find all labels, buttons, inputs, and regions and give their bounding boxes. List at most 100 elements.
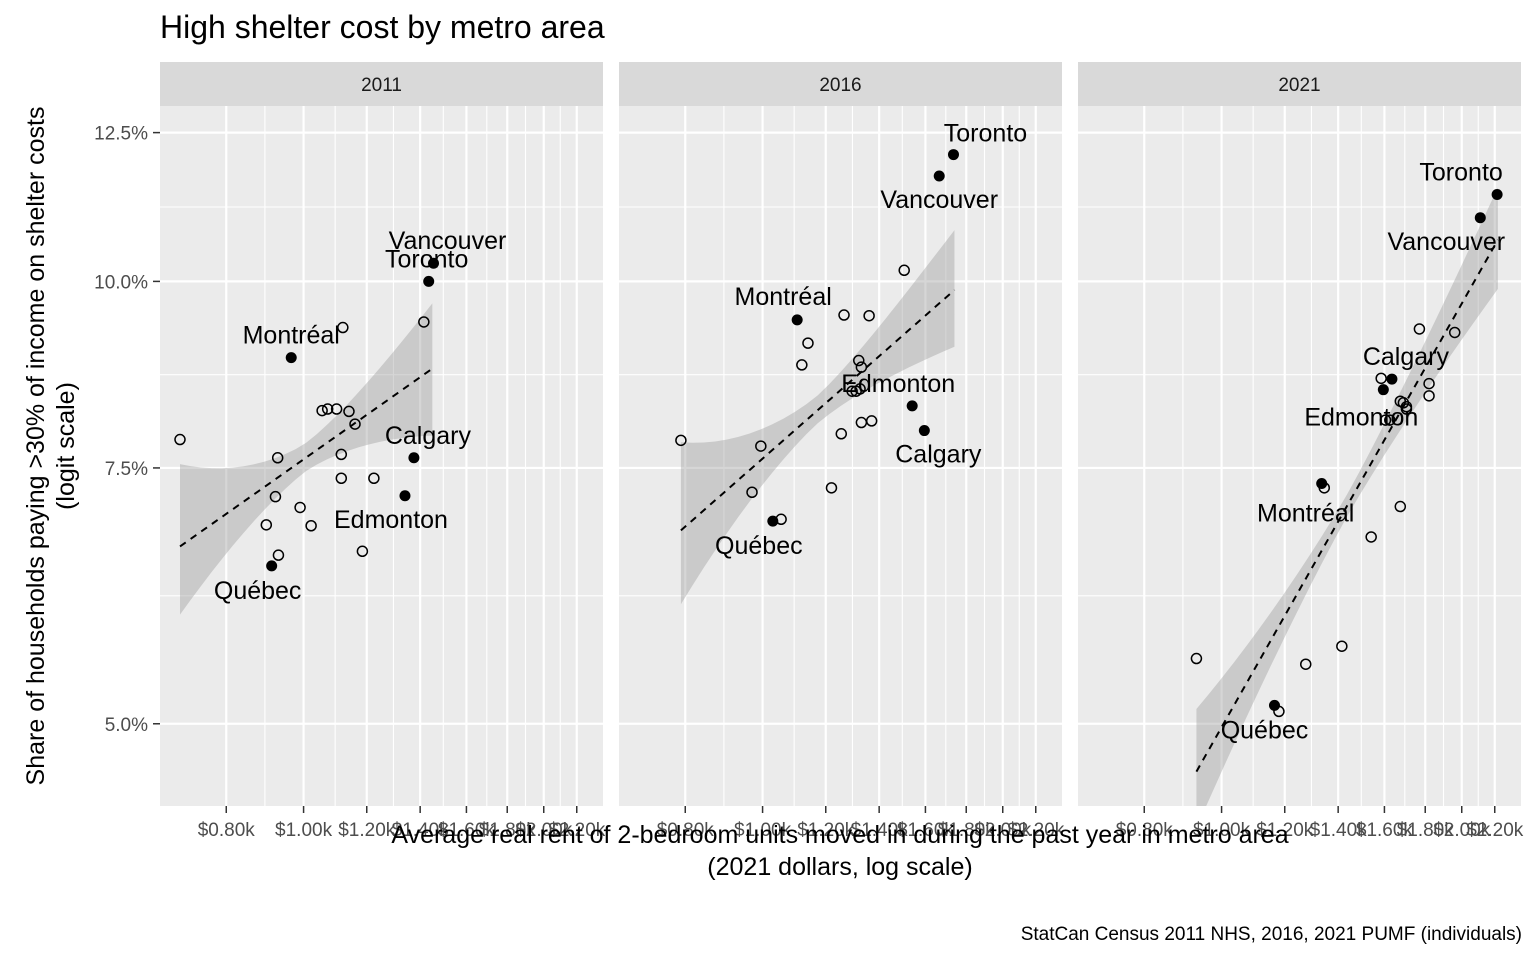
data-point-open	[898, 264, 910, 277]
data-point-open	[838, 309, 850, 321]
data-point-open	[1394, 500, 1407, 513]
x-tick-label: $0.80k	[657, 820, 715, 841]
data-point-open	[1423, 377, 1435, 390]
city-label: Montréal	[735, 283, 832, 311]
panel-background	[1078, 106, 1521, 806]
y-axis: 5.0% 7.5% 10.0% 12.5%	[94, 124, 160, 736]
panel-background	[619, 106, 1062, 806]
x-tick-label: $1.80k	[938, 820, 996, 841]
x-tick-label: $1.40k	[392, 820, 450, 841]
x-tick-label: $2.00k	[1433, 820, 1491, 841]
data-point-open	[846, 385, 858, 397]
data-point-highlighted	[918, 425, 930, 437]
x-tick-label: $1.00k	[1193, 820, 1251, 841]
data-point-open	[865, 415, 878, 427]
city-label: Calgary	[385, 422, 472, 450]
x-tick-label: $1.20k	[338, 820, 396, 841]
data-point-open	[1365, 531, 1377, 543]
data-point-open	[368, 472, 380, 485]
data-point-open	[746, 486, 758, 498]
y-tick-label: 5.0%	[105, 715, 148, 736]
x-tick-label: $1.60k	[897, 820, 955, 841]
data-point-highlighted	[408, 452, 420, 464]
confidence-band	[1196, 187, 1498, 806]
y-tick-label: 10.0%	[94, 272, 148, 293]
data-point-highlighted	[1268, 699, 1280, 711]
x-tick-label: $1.60k	[438, 820, 496, 841]
data-point-highlighted	[428, 257, 440, 269]
city-label: Québec	[1221, 716, 1309, 744]
data-point-highlighted	[399, 490, 411, 502]
data-point-open	[1300, 658, 1312, 670]
x-tick-label: $1.40k	[851, 820, 909, 841]
data-point-highlighted	[1491, 189, 1503, 201]
facet-strip	[1078, 62, 1521, 106]
city-label: Vancouver	[1387, 228, 1505, 256]
data-point-open	[853, 354, 865, 367]
data-point-highlighted	[933, 170, 945, 182]
confidence-band	[180, 303, 433, 615]
x-tick-label: $2.00k	[974, 820, 1032, 841]
x-tick-label: $1.60k	[1356, 820, 1414, 841]
city-label: Calgary	[1363, 343, 1450, 371]
x-tick-label: $2.20k	[548, 820, 606, 841]
facet-panels: 2011 Vancouver Toronto Montréal Calgary Edmon…	[160, 62, 1524, 841]
data-point-highlighted	[1474, 212, 1486, 224]
data-point-open	[272, 549, 285, 561]
x-tick-label: $1.80k	[1397, 820, 1455, 841]
x-tick-label: $1.20k	[1256, 820, 1314, 841]
data-point-open	[863, 309, 875, 322]
x-axis-title: Average real rent of 2-bedroom units mov…	[391, 821, 1288, 849]
data-point-highlighted	[285, 352, 297, 364]
data-point-open	[835, 428, 848, 440]
data-point-open	[854, 383, 866, 395]
city-label: Edmonton	[1304, 404, 1418, 432]
data-point-open	[1400, 400, 1413, 413]
city-label: Toronto	[944, 120, 1027, 148]
facet-strip	[619, 62, 1062, 106]
data-point-open	[825, 482, 838, 494]
data-point-open	[418, 316, 430, 328]
data-point-highlighted	[1316, 477, 1328, 489]
trend-line	[680, 289, 956, 532]
data-point-open	[1413, 323, 1426, 335]
facet-strip-label: 2011	[361, 75, 402, 96]
x-tick-label: $1.80k	[479, 820, 537, 841]
confidence-band	[680, 230, 955, 605]
chart-title: High shelter cost by metro area	[160, 9, 605, 45]
data-point-open	[321, 403, 334, 415]
panel-background	[160, 106, 603, 806]
data-point-open	[335, 472, 348, 485]
x-tick-label: $1.20k	[797, 820, 855, 841]
data-point-open	[305, 520, 317, 532]
data-point-open	[260, 519, 273, 531]
data-point-open	[330, 403, 343, 415]
x-tick-label: $1.00k	[734, 820, 792, 841]
data-point-open	[1379, 414, 1392, 426]
city-label: Calgary	[895, 441, 982, 469]
data-point-open	[1423, 390, 1435, 402]
chart-caption: StatCan Census 2011 NHS, 2016, 2021 PUMF…	[1021, 924, 1522, 945]
x-tick-label: $1.40k	[1310, 820, 1368, 841]
x-tick-label: $0.80k	[198, 820, 256, 841]
data-point-open	[796, 359, 808, 371]
city-label: Edmonton	[334, 506, 448, 534]
x-axis-subtitle: (2021 dollars, log scale)	[707, 853, 972, 881]
y-axis-title: Share of households paying >30% of incom…	[22, 107, 50, 786]
data-point-open	[855, 361, 868, 373]
x-tick-label: $0.80k	[1116, 820, 1174, 841]
data-point-open	[1448, 326, 1461, 339]
y-tick-label: 7.5%	[105, 459, 148, 480]
facet-strip	[160, 62, 603, 106]
city-label: Québec	[715, 532, 803, 560]
facet-panel-2016: 2016 Toronto Vancouver Montréal Edmonton Calg…	[619, 62, 1065, 841]
data-point-open	[1375, 372, 1387, 385]
data-point-highlighted	[1377, 384, 1389, 396]
x-tick-label: $2.20k	[1007, 820, 1065, 841]
data-point-open	[1190, 652, 1203, 665]
city-label: Québec	[214, 577, 302, 605]
city-label: Toronto	[385, 245, 468, 273]
city-label: Edmonton	[841, 370, 955, 398]
